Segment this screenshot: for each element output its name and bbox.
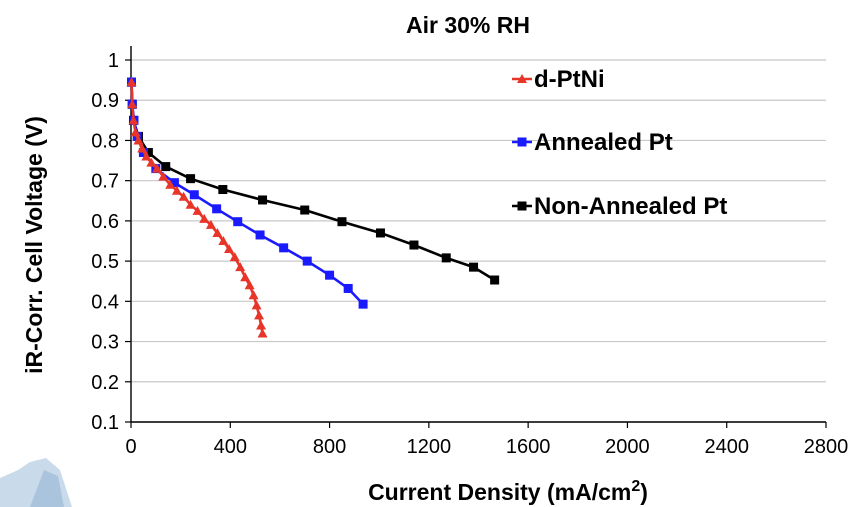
point-non-annealed-pt-14 [469, 262, 479, 272]
y-tick-label-1: 0.2 [91, 372, 119, 394]
point-d-ptni-8 [152, 163, 163, 173]
point-non-annealed-pt-11 [375, 228, 385, 238]
point-annealed-pt-14 [343, 283, 353, 293]
point-annealed-pt-13 [325, 270, 335, 280]
point-non-annealed-pt-4 [143, 148, 153, 158]
point-annealed-pt-11 [279, 243, 289, 253]
point-d-ptni-25 [251, 300, 262, 310]
legend-label-d-ptni: d-PtNi [534, 66, 605, 93]
x-axis-label-superscript: 2 [631, 478, 640, 495]
point-d-ptni-17 [212, 227, 223, 237]
point-non-annealed-pt-10 [337, 217, 347, 227]
point-d-ptni-20 [229, 252, 240, 262]
y-tick-label-7: 0.8 [91, 130, 119, 152]
point-d-ptni-10 [165, 179, 176, 189]
point-d-ptni-13 [185, 199, 196, 209]
point-non-annealed-pt-13 [441, 253, 451, 263]
y-tick-label-0: 0.1 [91, 412, 119, 434]
point-d-ptni-9 [158, 171, 169, 181]
x-tick-label-1: 400 [214, 436, 247, 458]
point-annealed-pt-15 [358, 299, 368, 309]
x-tick-label-6: 2400 [704, 436, 749, 458]
point-d-ptni-4 [133, 135, 144, 145]
x-tick-label-7: 2800 [804, 436, 849, 458]
point-d-ptni-23 [244, 280, 255, 290]
legend-label-annealed-pt: Annealed Pt [534, 129, 673, 156]
gridlines [131, 59, 826, 423]
y-tick-label-8: 0.9 [91, 90, 119, 112]
point-non-annealed-pt-9 [300, 205, 310, 215]
y-axis-label: iR-Corr. Cell Voltage (V) [21, 116, 47, 374]
point-annealed-pt-7 [189, 190, 199, 200]
point-non-annealed-pt-15 [490, 275, 500, 285]
x-tick-label-0: 0 [125, 436, 136, 458]
x-tick-label-3: 1200 [407, 436, 452, 458]
x-axis-label-main: Current Density (mA/cm [368, 479, 631, 505]
x-axis-label-close: ) [640, 479, 648, 505]
chart-title: Air 30% RH [406, 12, 530, 38]
series-d-ptni [126, 77, 268, 338]
point-d-ptni-21 [235, 262, 246, 272]
point-annealed-pt-6 [169, 178, 179, 188]
series-group [126, 77, 500, 338]
point-d-ptni-0 [126, 77, 137, 87]
point-d-ptni-28 [257, 328, 268, 338]
y-tick-label-9: 1 [108, 50, 119, 72]
point-d-ptni-5 [137, 143, 148, 153]
point-d-ptni-18 [218, 236, 229, 245]
y-tick-label-4: 0.5 [91, 251, 119, 273]
point-d-ptni-1 [127, 99, 138, 109]
axes [125, 46, 827, 428]
point-d-ptni-15 [199, 213, 210, 223]
point-d-ptni-3 [130, 127, 141, 137]
point-d-ptni-6 [141, 151, 152, 161]
series-annealed-pt [126, 77, 368, 309]
point-non-annealed-pt-8 [258, 195, 268, 205]
y-tick-labels: 0.1 0.2 0.3 0.4 0.5 0.6 0.7 0.8 0.9 1 [91, 50, 119, 434]
x-tick-label-5: 2000 [605, 436, 650, 458]
point-d-ptni-2 [128, 115, 139, 125]
x-tick-label-2: 800 [313, 436, 346, 458]
y-tick-label-2: 0.3 [91, 332, 119, 354]
legend-swatch-marker-annealed-pt [517, 137, 527, 147]
point-d-ptni-16 [205, 219, 216, 229]
point-d-ptni-7 [146, 157, 157, 167]
y-tick-label-6: 0.7 [91, 171, 119, 193]
legend-label-non-annealed-pt: Non-Annealed Pt [534, 193, 727, 220]
point-d-ptni-26 [254, 310, 265, 320]
point-non-annealed-pt-7 [218, 185, 228, 195]
point-d-ptni-11 [171, 185, 182, 195]
x-tick-label-4: 1600 [506, 436, 551, 458]
point-annealed-pt-12 [302, 256, 312, 266]
legend: d-PtNi Annealed Pt Non-Annealed Pt [512, 66, 727, 220]
legend-swatch-marker-d-ptni [517, 74, 527, 83]
x-axis-label: Current Density (mA/cm2) [368, 478, 648, 505]
legend-swatch-marker-non-annealed-pt [517, 201, 527, 211]
point-d-ptni-14 [192, 205, 203, 215]
point-d-ptni-27 [256, 320, 267, 330]
y-tick-label-3: 0.4 [91, 291, 119, 313]
x-tick-labels: 0 400 800 1200 1600 2000 2400 2800 [125, 436, 848, 458]
point-d-ptni-22 [240, 272, 251, 282]
point-annealed-pt-8 [212, 204, 222, 214]
point-non-annealed-pt-6 [186, 174, 196, 184]
point-non-annealed-pt-12 [409, 240, 419, 250]
point-non-annealed-pt-5 [161, 162, 171, 172]
point-annealed-pt-10 [255, 230, 265, 240]
logo-fragment [0, 458, 72, 507]
point-annealed-pt-9 [233, 217, 243, 227]
point-d-ptni-19 [224, 244, 235, 254]
point-d-ptni-12 [178, 191, 189, 201]
point-d-ptni-24 [248, 290, 259, 300]
y-tick-label-5: 0.6 [91, 211, 119, 233]
